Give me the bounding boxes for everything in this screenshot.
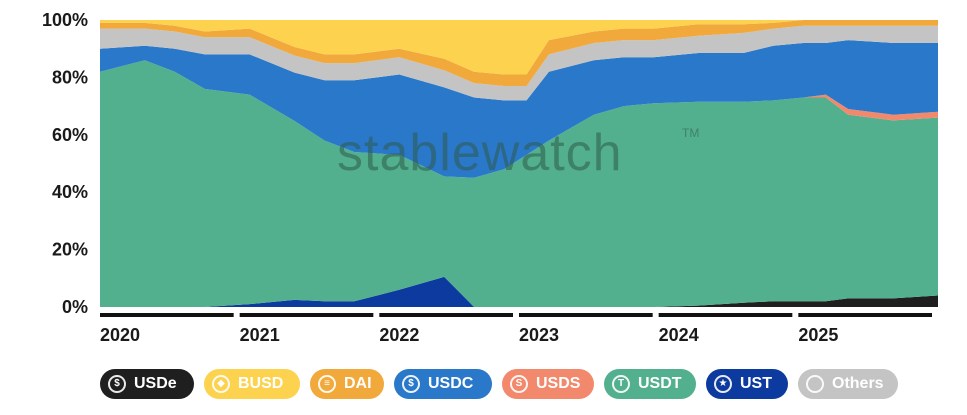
legend-label: BUSD xyxy=(238,375,284,392)
circle-icon xyxy=(806,375,824,393)
x-year-segment xyxy=(519,313,653,317)
dollar-coin-icon: $ xyxy=(108,375,126,393)
tether-icon: T xyxy=(612,375,630,393)
dai-icon: ≡ xyxy=(318,375,336,393)
legend-item-busd[interactable]: ◆ BUSD xyxy=(204,369,300,399)
legend-label: USDe xyxy=(134,375,177,392)
y-tick-label: 100% xyxy=(42,10,88,30)
x-tick-label: 2021 xyxy=(240,325,280,345)
legend-item-usdt[interactable]: T USDT xyxy=(604,369,696,399)
ust-icon: ★ xyxy=(714,375,732,393)
legend-item-usds[interactable]: S USDS xyxy=(502,369,594,399)
legend-label: Others xyxy=(832,375,884,392)
legend-item-dai[interactable]: ≡ DAI xyxy=(310,369,384,399)
usdc-icon: $ xyxy=(402,375,420,393)
legend-label: USDT xyxy=(638,375,682,392)
x-tick-label: 2020 xyxy=(100,325,140,345)
legend-label: USDC xyxy=(428,375,474,392)
legend-item-ust[interactable]: ★ UST xyxy=(706,369,788,399)
legend-label: USDS xyxy=(536,375,581,392)
legend-item-others[interactable]: Others xyxy=(798,369,898,399)
legend-label: DAI xyxy=(344,375,372,392)
x-year-segment xyxy=(798,313,932,317)
watermark: stablewatch TM xyxy=(337,124,699,182)
y-tick-label: 80% xyxy=(52,67,88,87)
area-layer xyxy=(100,20,938,308)
series-area-usdt xyxy=(100,60,938,308)
series-area-others xyxy=(100,25,938,101)
x-axis: 2020 2021 2022 2023 2024 2025 xyxy=(100,313,932,345)
x-year-segment xyxy=(100,313,234,317)
legend-item-usde[interactable]: $ USDe xyxy=(100,369,194,399)
x-year-segment xyxy=(239,313,374,317)
x-tick-label: 2022 xyxy=(379,325,419,345)
y-tick-label: 40% xyxy=(52,182,88,202)
y-tick-label: 0% xyxy=(62,297,88,317)
series-area-usde xyxy=(100,295,938,307)
legend-label: UST xyxy=(740,375,772,392)
y-tick-label: 60% xyxy=(52,125,88,145)
usds-icon: S xyxy=(510,375,528,393)
y-tick-label: 20% xyxy=(52,240,88,260)
x-tick-label: 2025 xyxy=(798,325,838,345)
legend: $ USDe ◆ BUSD ≡ DAI $ USDC S USDS T USDT ★ UST Others xyxy=(100,369,898,399)
watermark-text: stablewatch xyxy=(337,124,623,182)
y-axis: 0% 20% 40% 60% 80% 100% xyxy=(42,10,88,317)
binance-icon: ◆ xyxy=(212,375,230,393)
series-area-usdc xyxy=(100,40,938,178)
x-tick-label: 2024 xyxy=(659,325,699,345)
legend-item-usdc[interactable]: $ USDC xyxy=(394,369,492,399)
x-year-segment xyxy=(379,313,513,317)
x-tick-label: 2023 xyxy=(519,325,559,345)
watermark-tm: TM xyxy=(682,126,699,140)
x-year-segment xyxy=(658,313,793,317)
series-area-busd xyxy=(100,20,938,75)
